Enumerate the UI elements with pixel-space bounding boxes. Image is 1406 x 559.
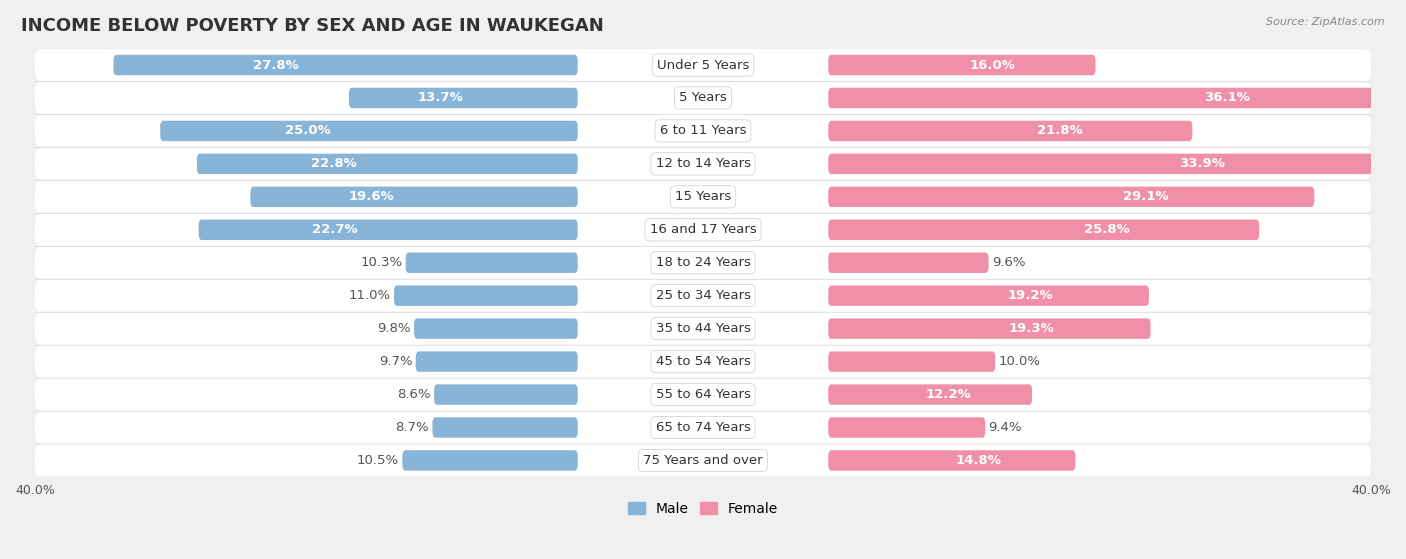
Text: 14.8%: 14.8% — [956, 454, 1001, 467]
Text: 15 Years: 15 Years — [675, 190, 731, 203]
Text: INCOME BELOW POVERTY BY SEX AND AGE IN WAUKEGAN: INCOME BELOW POVERTY BY SEX AND AGE IN W… — [21, 17, 603, 35]
FancyBboxPatch shape — [35, 280, 1371, 311]
Text: 11.0%: 11.0% — [349, 289, 391, 302]
FancyBboxPatch shape — [828, 319, 1150, 339]
FancyBboxPatch shape — [416, 352, 578, 372]
FancyBboxPatch shape — [828, 385, 1032, 405]
Text: 8.6%: 8.6% — [398, 388, 430, 401]
Text: 19.2%: 19.2% — [1007, 289, 1053, 302]
FancyBboxPatch shape — [35, 181, 1371, 212]
FancyBboxPatch shape — [35, 82, 1371, 114]
Text: 10.3%: 10.3% — [360, 256, 402, 269]
Text: 35 to 44 Years: 35 to 44 Years — [655, 322, 751, 335]
Text: 10.5%: 10.5% — [357, 454, 399, 467]
Text: 29.1%: 29.1% — [1123, 190, 1168, 203]
FancyBboxPatch shape — [35, 411, 1371, 443]
Text: 16 and 17 Years: 16 and 17 Years — [650, 223, 756, 236]
Text: 8.7%: 8.7% — [395, 421, 429, 434]
FancyBboxPatch shape — [35, 444, 1371, 476]
Text: 36.1%: 36.1% — [1205, 92, 1250, 105]
FancyBboxPatch shape — [160, 121, 578, 141]
Text: 12 to 14 Years: 12 to 14 Years — [655, 158, 751, 170]
Legend: Male, Female: Male, Female — [623, 496, 783, 522]
Text: Source: ZipAtlas.com: Source: ZipAtlas.com — [1267, 17, 1385, 27]
Text: 55 to 64 Years: 55 to 64 Years — [655, 388, 751, 401]
Text: 16.0%: 16.0% — [970, 59, 1015, 72]
FancyBboxPatch shape — [828, 253, 988, 273]
FancyBboxPatch shape — [828, 55, 1095, 75]
Text: 18 to 24 Years: 18 to 24 Years — [655, 256, 751, 269]
FancyBboxPatch shape — [197, 154, 578, 174]
FancyBboxPatch shape — [828, 187, 1315, 207]
Text: 45 to 54 Years: 45 to 54 Years — [655, 355, 751, 368]
FancyBboxPatch shape — [828, 121, 1192, 141]
FancyBboxPatch shape — [828, 154, 1395, 174]
FancyBboxPatch shape — [828, 352, 995, 372]
Text: 25 to 34 Years: 25 to 34 Years — [655, 289, 751, 302]
FancyBboxPatch shape — [35, 346, 1371, 377]
FancyBboxPatch shape — [434, 385, 578, 405]
FancyBboxPatch shape — [114, 55, 578, 75]
FancyBboxPatch shape — [198, 220, 578, 240]
Text: 25.0%: 25.0% — [285, 125, 332, 138]
FancyBboxPatch shape — [828, 88, 1406, 108]
FancyBboxPatch shape — [349, 88, 578, 108]
FancyBboxPatch shape — [35, 148, 1371, 179]
FancyBboxPatch shape — [828, 417, 986, 438]
Text: 9.7%: 9.7% — [378, 355, 412, 368]
Text: 27.8%: 27.8% — [253, 59, 298, 72]
Text: 33.9%: 33.9% — [1178, 158, 1225, 170]
FancyBboxPatch shape — [250, 187, 578, 207]
Text: 25.8%: 25.8% — [1084, 223, 1130, 236]
FancyBboxPatch shape — [402, 450, 578, 471]
Text: 9.6%: 9.6% — [993, 256, 1025, 269]
FancyBboxPatch shape — [828, 450, 1076, 471]
FancyBboxPatch shape — [35, 49, 1371, 81]
Text: Under 5 Years: Under 5 Years — [657, 59, 749, 72]
FancyBboxPatch shape — [35, 313, 1371, 344]
Text: 5 Years: 5 Years — [679, 92, 727, 105]
FancyBboxPatch shape — [406, 253, 578, 273]
FancyBboxPatch shape — [35, 214, 1371, 245]
Text: 12.2%: 12.2% — [925, 388, 972, 401]
Text: 10.0%: 10.0% — [998, 355, 1040, 368]
Text: 13.7%: 13.7% — [418, 92, 464, 105]
Text: 6 to 11 Years: 6 to 11 Years — [659, 125, 747, 138]
Text: 75 Years and over: 75 Years and over — [643, 454, 763, 467]
Text: 22.7%: 22.7% — [312, 223, 359, 236]
FancyBboxPatch shape — [35, 247, 1371, 278]
FancyBboxPatch shape — [35, 379, 1371, 410]
FancyBboxPatch shape — [35, 115, 1371, 147]
Text: 21.8%: 21.8% — [1038, 125, 1083, 138]
Text: 9.4%: 9.4% — [988, 421, 1022, 434]
FancyBboxPatch shape — [413, 319, 578, 339]
Text: 65 to 74 Years: 65 to 74 Years — [655, 421, 751, 434]
FancyBboxPatch shape — [394, 286, 578, 306]
Text: 19.6%: 19.6% — [349, 190, 394, 203]
FancyBboxPatch shape — [828, 220, 1260, 240]
FancyBboxPatch shape — [828, 286, 1149, 306]
Text: 19.3%: 19.3% — [1008, 322, 1054, 335]
FancyBboxPatch shape — [433, 417, 578, 438]
Text: 22.8%: 22.8% — [311, 158, 357, 170]
Text: 9.8%: 9.8% — [377, 322, 411, 335]
